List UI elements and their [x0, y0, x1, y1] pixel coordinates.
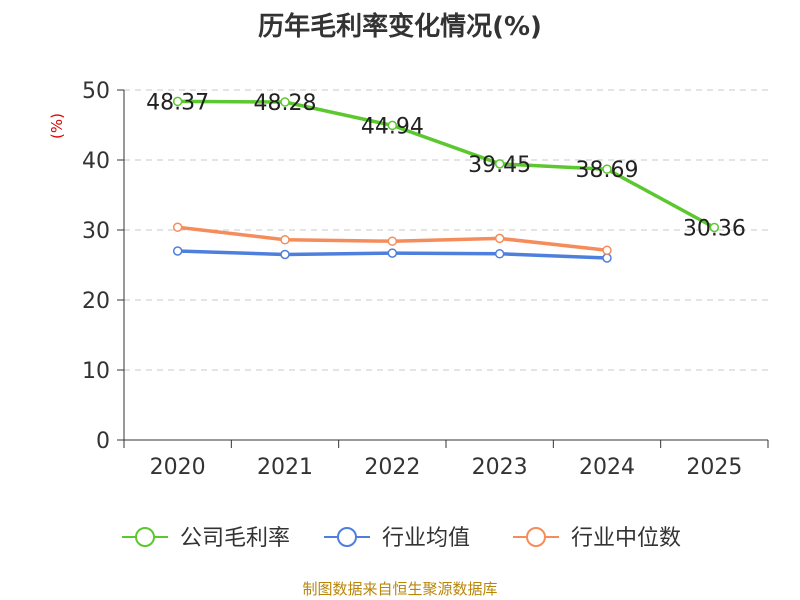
series-line [177, 99, 716, 230]
data-point [602, 253, 612, 263]
data-label: 48.37 [146, 90, 209, 115]
x-tick-label: 2020 [150, 455, 206, 480]
data-point [172, 222, 183, 232]
y-tick-label: 20 [82, 289, 110, 314]
y-tick-label: 30 [82, 219, 110, 244]
data-point [602, 245, 612, 256]
chart-title: 历年毛利率变化情况(%) [258, 12, 542, 42]
legend-item: 公司毛利率 [180, 526, 290, 551]
legend-item: 行业均值 [382, 526, 470, 551]
data-point [280, 249, 290, 260]
data-label: 39.45 [468, 153, 531, 178]
legend-swatch-marker [135, 527, 155, 547]
source-note: 制图数据来自恒生聚源数据库 [302, 580, 498, 598]
y-axis-label: (%) [48, 113, 66, 139]
data-point [280, 235, 290, 245]
data-point [709, 222, 720, 233]
y-tick-label: 50 [82, 79, 110, 104]
y-tick-label: 10 [82, 359, 110, 384]
x-tick-label: 2024 [579, 455, 635, 480]
data-point [494, 159, 505, 169]
x-tick-label: 2023 [472, 455, 528, 480]
legend-swatch-marker [526, 527, 546, 547]
legend-item: 行业中位数 [571, 526, 681, 551]
data-point [172, 246, 183, 256]
data-point [387, 248, 398, 258]
legend-swatch-marker [337, 527, 357, 547]
y-tick-label: 40 [82, 149, 110, 174]
data-point [172, 96, 183, 107]
data-label: 44.94 [361, 114, 424, 139]
data-label: 48.28 [254, 91, 317, 116]
y-tick-label: 0 [96, 429, 110, 454]
data-label: 38.69 [576, 158, 639, 183]
x-tick-label: 2021 [257, 455, 313, 480]
data-point [602, 164, 612, 174]
data-point [280, 97, 290, 107]
data-point [387, 120, 398, 131]
data-point [387, 236, 398, 246]
data-label: 30.36 [683, 216, 746, 241]
x-tick-label: 2022 [364, 455, 420, 480]
data-point [494, 249, 505, 259]
data-point [494, 233, 505, 244]
x-tick-label: 2025 [686, 455, 742, 480]
